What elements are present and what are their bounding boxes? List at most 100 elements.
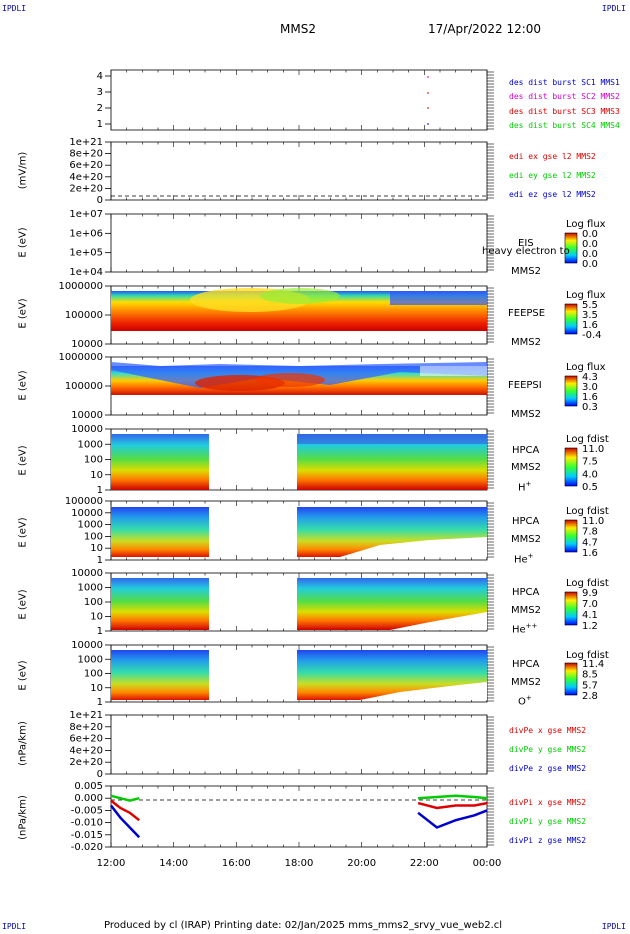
hpca_hepp-ytick: 10000 bbox=[71, 568, 103, 579]
eis-cbar-title: Log flux bbox=[566, 219, 606, 230]
edi-ytick: 1e+21 bbox=[69, 137, 103, 148]
eis-cbar-tick: 0.0 bbox=[582, 249, 598, 260]
corner-label-top-right: IPDLI bbox=[601, 4, 626, 13]
divpi-legend-z: divPi z gse MMS2 bbox=[509, 836, 587, 845]
hpca_o-cbar-tick: 11.4 bbox=[582, 659, 604, 670]
hpca_o-ytick: 1 bbox=[97, 697, 103, 708]
divpi-series bbox=[110, 794, 488, 839]
hpca_he-ytick: 100 bbox=[84, 531, 103, 542]
hpca_he-ytick: 1000 bbox=[78, 520, 103, 531]
hpca-hepp-name: HPCA bbox=[512, 587, 540, 598]
hpca_h-ytick: 10000 bbox=[71, 424, 103, 435]
divpi-series-1 bbox=[418, 794, 488, 800]
divpe-ylabel: (nPa/km) bbox=[17, 721, 29, 766]
feepse-cbar-tick: -0.4 bbox=[582, 330, 602, 341]
x-tick-label: 12:00 bbox=[97, 858, 126, 869]
hpca_h-ytick: 100 bbox=[84, 455, 103, 466]
dist-legend-2: des dist burst SC2 MMS2 bbox=[509, 92, 620, 101]
hpca_o-ytick: 1000 bbox=[78, 654, 103, 665]
divpi-series-2 bbox=[110, 804, 141, 839]
axis-ticks: 123402e+204e+206e+208e+201e+211e+041e+05… bbox=[58, 71, 604, 869]
hpca_o-ytick: 10000 bbox=[71, 640, 103, 651]
hpca_hepp-ytick: 1000 bbox=[78, 583, 103, 594]
hpca-o-cbar-title: Log fdist bbox=[566, 650, 609, 661]
edi-ytick: 8e+20 bbox=[69, 149, 103, 160]
edi-legend-z: edi ez gse l2 MMS2 bbox=[509, 190, 596, 199]
divpe-legend-x: divPe x gse MMS2 bbox=[509, 726, 587, 735]
feepsi-spectrogram bbox=[111, 362, 487, 395]
divpe-frame bbox=[110, 714, 488, 775]
hpca-o-species: O+ bbox=[518, 694, 532, 708]
dist-legend-1: des dist burst SC1 MMS1 bbox=[509, 78, 620, 87]
eis-cbar-tick: 0.0 bbox=[582, 239, 598, 250]
hpca_hepp-ytick: 1 bbox=[97, 626, 103, 637]
divpi-ytick: -0.020 bbox=[71, 842, 103, 853]
hpca_he-ytick: 10 bbox=[90, 543, 103, 554]
dist-ytick: 1 bbox=[97, 119, 103, 130]
hpca-he-ylabel: E (eV) bbox=[17, 517, 29, 548]
hpca_h-cbar-tick: 4.0 bbox=[582, 469, 598, 480]
eis-overlay-text: heavy electron to bbox=[482, 246, 570, 257]
eis-cbar-tick: 0.0 bbox=[582, 259, 598, 270]
hpca_o-cbar-tick: 8.5 bbox=[582, 670, 598, 681]
hpca-hepp-species: He++ bbox=[512, 622, 538, 636]
feepsi-ytick: 1000000 bbox=[58, 352, 103, 363]
colorbars bbox=[564, 232, 578, 696]
x-tick-label: 20:00 bbox=[347, 858, 376, 869]
divpi-legend-x: divPi x gse MMS2 bbox=[509, 798, 587, 807]
edi-frame bbox=[110, 141, 488, 201]
hpca_o-ytick: 10 bbox=[90, 683, 103, 694]
feepse-cbar-tick: 5.5 bbox=[582, 300, 598, 311]
hpca_hepp-cbar-tick: 9.9 bbox=[582, 588, 598, 599]
hpca-o-name: HPCA bbox=[512, 659, 540, 670]
dist-ytick: 4 bbox=[97, 71, 103, 82]
edi-legend-y: edi ey gse l2 MMS2 bbox=[509, 171, 596, 180]
feepse-cbar-tick: 1.6 bbox=[582, 320, 598, 331]
eis-name: EIS bbox=[518, 238, 534, 249]
hpca-hepp-spectrogram bbox=[111, 578, 487, 630]
feepsi-cbar-tick: 3.0 bbox=[582, 382, 598, 393]
footer-text: Produced by cl (IRAP) Printing date: 02/… bbox=[104, 920, 503, 931]
x-tick-label: 18:00 bbox=[285, 858, 314, 869]
edi-ytick: 4e+20 bbox=[69, 172, 103, 183]
eis-frame bbox=[110, 213, 488, 273]
divpe-ytick: 1e+21 bbox=[69, 710, 103, 721]
hpca-he-species: He+ bbox=[514, 552, 534, 566]
divpe-ytick: 6e+20 bbox=[69, 734, 103, 745]
feepse-ytick: 1000000 bbox=[58, 281, 103, 292]
hpca_hepp-ytick: 10 bbox=[90, 612, 103, 623]
hpca_hepp-cbar-tick: 1.2 bbox=[582, 621, 598, 632]
hpca_he-cbar-tick: 4.7 bbox=[582, 537, 598, 548]
hpca-he-cbar-title: Log fdist bbox=[566, 506, 609, 517]
divpe-ytick: 8e+20 bbox=[69, 722, 103, 733]
eis-ytick: 1e+04 bbox=[69, 267, 103, 278]
feepse-cbar-title: Log flux bbox=[566, 290, 606, 301]
hpca_hepp-cbar-tick: 4.1 bbox=[582, 610, 598, 621]
eis-ylabel: E (eV) bbox=[17, 227, 29, 258]
dist-ytick: 3 bbox=[97, 87, 103, 98]
x-tick-label: 00:00 bbox=[473, 858, 502, 869]
hpca-o-ylabel: E (eV) bbox=[17, 660, 29, 691]
hpca_he-ytick: 100000 bbox=[65, 496, 103, 507]
hpca-he-spectrogram bbox=[111, 507, 487, 557]
eis-ytick: 1e+07 bbox=[69, 209, 103, 220]
hpca-h-name: HPCA bbox=[512, 445, 540, 456]
feepse-ytick: 100000 bbox=[65, 310, 103, 321]
edi-legend-x: edi ex gse l2 MMS2 bbox=[509, 152, 596, 161]
spacecraft-title: MMS2 bbox=[280, 22, 316, 36]
feepsi-ylabel: E (eV) bbox=[17, 370, 29, 401]
hpca_he-cbar-tick: 7.8 bbox=[582, 527, 598, 538]
divpi-ytick: -0.015 bbox=[71, 830, 103, 841]
divpi-ytick: 0.000 bbox=[74, 793, 103, 804]
feepse-ytick: 10000 bbox=[71, 339, 103, 350]
hpca-he-sc: MMS2 bbox=[511, 534, 541, 545]
feepsi-cbar-title: Log flux bbox=[566, 362, 606, 373]
x-tick-label: 14:00 bbox=[159, 858, 188, 869]
corner-label-bottom-left: IPDLI bbox=[2, 922, 27, 931]
divpe-ytick: 4e+20 bbox=[69, 745, 103, 756]
feepsi-cbar-tick: 1.6 bbox=[582, 392, 598, 403]
hpca_h-cbar-tick: 11.0 bbox=[582, 444, 604, 455]
x-tick-label: 16:00 bbox=[222, 858, 251, 869]
hpca-hepp-cbar-title: Log fdist bbox=[566, 578, 609, 589]
